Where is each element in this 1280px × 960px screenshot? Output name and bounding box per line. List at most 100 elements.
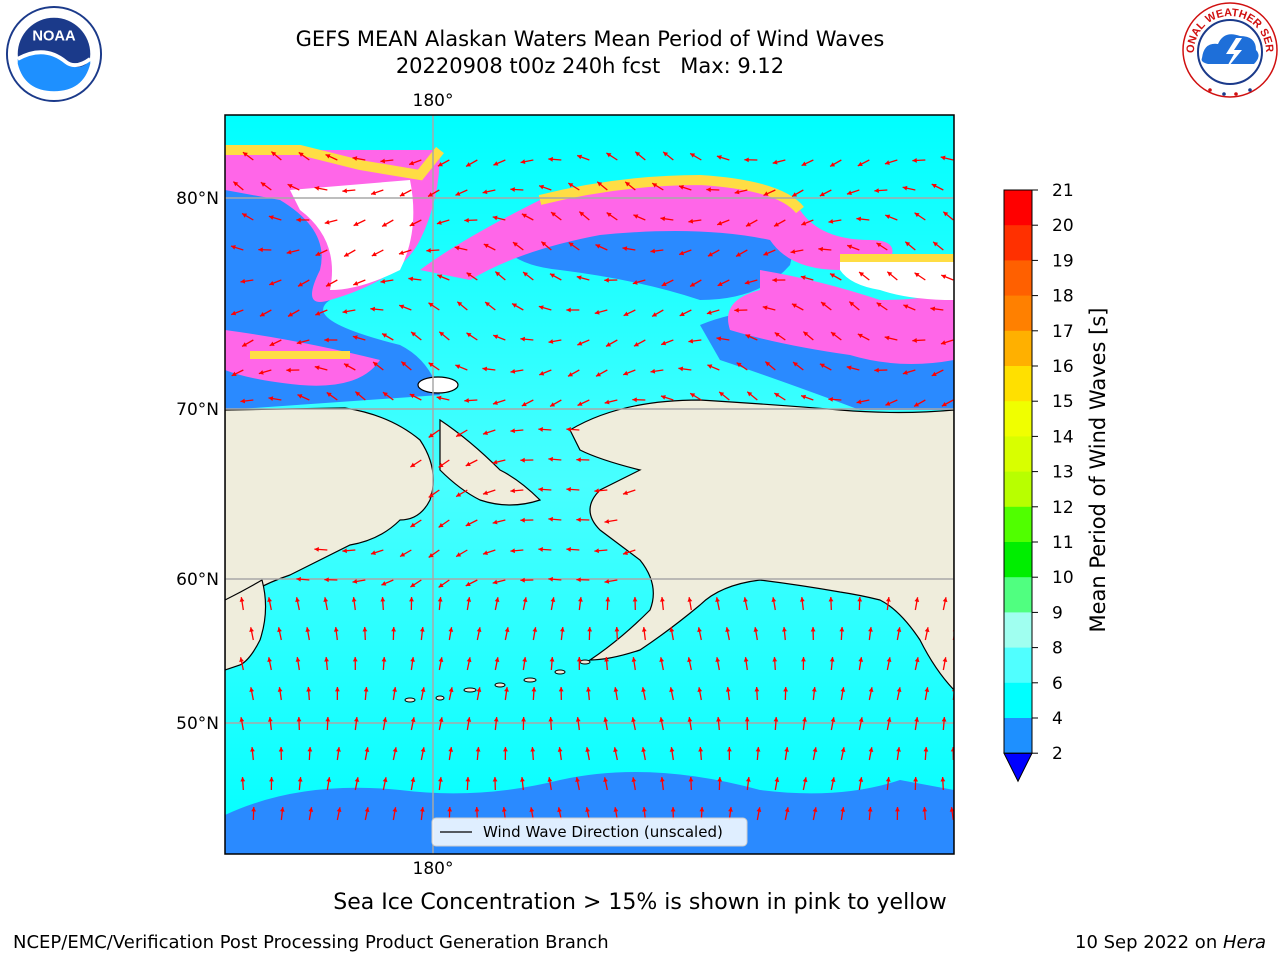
wind-arrow-head [353,280,359,286]
wind-arrow-head [688,777,694,782]
wind-arrow-head [885,777,891,782]
wind-arrow-head [886,717,892,723]
wind-arrow-head [605,597,611,602]
noaa-logo-text: NOAA [32,28,76,44]
wind-arrow-head [557,747,563,752]
wind-arrow-head [492,400,498,405]
wind-arrow-head [931,371,937,377]
colorbar-segment [1004,295,1032,332]
wind-arrow-head [466,272,472,278]
wind-arrow-head [296,339,302,345]
wind-arrow-head [840,807,846,812]
wind-arrow-head [371,251,377,257]
wind-arrow-head [269,341,275,346]
wind-arrow-head [539,371,545,376]
wind-arrow-head [352,579,358,584]
wind-arrow-head [494,597,500,603]
wind-arrow-head [370,306,376,312]
wind-arrow-head [707,252,713,257]
wind-arrow-head [476,627,482,633]
wind-arrow-head [436,220,442,225]
wind-arrow-head [812,747,818,753]
colorbar-tick-label: 11 [1052,533,1074,553]
wind-arrow-head [903,304,909,309]
wind-arrow-head [373,362,379,367]
wind-arrow-head [448,747,454,752]
wind-arrow-head [326,392,332,397]
wind-arrow-head [886,657,892,663]
wind-arrow-head [342,548,347,554]
wind-arrow-head [566,307,571,313]
wind-arrow-head [784,747,790,752]
colorbar-tick-label: 17 [1052,322,1074,342]
wind-arrow-head [594,309,600,315]
wind-arrow-head [905,241,911,247]
wind-arrow-head [314,365,320,371]
wind-arrow-head [586,687,591,692]
wind-arrow-head [409,393,415,399]
wind-arrow-head [606,342,612,347]
wind-arrow-head [773,717,779,722]
wind-arrow-head [493,161,499,166]
wind-arrow-head [492,215,498,221]
wind-arrow-head [623,311,629,316]
wind-arrow-head [521,401,527,407]
wind-arrow-head [466,657,472,663]
wind-arrow-head [483,490,488,496]
wind-arrow-head [632,397,637,403]
wind-arrow-head [566,487,571,492]
wind-arrow-head [351,597,357,602]
wind-arrow-head [438,777,443,782]
wind-arrow-head [355,391,361,397]
wind-arrow-head [801,394,807,400]
wind-arrow-head [604,399,610,405]
wind-arrow-head [251,807,257,812]
wind-arrow-head [867,807,873,812]
wind-arrow-head [465,581,471,587]
wind-arrow-head [466,332,472,338]
wind-arrow-head [559,627,565,632]
wind-arrow-head [466,162,472,167]
wind-arrow-head [706,187,711,193]
wind-arrow-head [774,332,780,337]
wind-arrow-head [344,252,350,257]
wind-arrow-head [239,597,245,602]
wind-arrow-head [420,687,426,693]
wind-arrow-head [924,687,930,692]
wind-arrow-head [295,597,300,603]
wind-arrow-head [364,747,370,752]
wind-arrow-head [745,334,751,339]
wind-arrow-head [428,552,434,558]
wind-arrow-head [342,188,347,194]
wind-arrow-head [523,272,529,277]
wind-arrow-head [930,306,936,312]
wind-arrow-head [753,627,759,632]
wind-arrow-head [895,807,900,812]
wind-arrow-head [743,657,749,662]
wind-arrow-head [457,301,463,307]
wind-arrow-head [566,427,571,432]
wind-arrow-head [868,747,874,752]
wind-arrow-head [772,159,778,165]
wind-arrow-head [295,657,301,662]
wind-arrow-head [354,717,359,722]
wind-arrow-head [492,777,498,782]
wind-arrow-head [306,687,312,692]
wind-arrow-head [801,657,806,662]
wind-arrow-head [231,310,237,316]
wind-arrow-head [288,312,294,317]
wind-arrow-head [437,274,443,279]
wind-arrow-head [747,391,753,397]
wind-arrow-head [763,251,769,256]
wind-arrow-head [448,627,454,632]
wind-arrow-head [614,627,620,632]
wind-arrow-head [716,155,722,160]
wind-arrow-head [392,807,398,812]
wind-arrow-head [830,332,836,337]
colorbar-segment [1004,682,1032,719]
colorbar-segment [1004,225,1032,261]
wind-arrow-head [410,657,415,662]
wind-arrow-head [772,657,778,662]
wind-arrow-head [382,717,388,722]
wind-arrow-head [690,393,696,398]
